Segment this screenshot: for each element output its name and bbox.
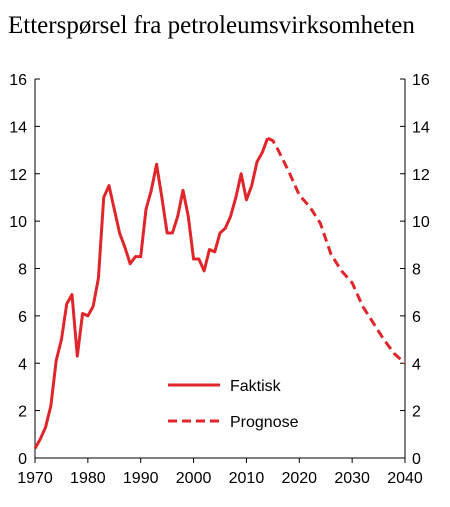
axes: 0 0 2 2 4 4 6 6 8 8 10 10 12 12 14 14 16 16 1970 1980 1990 20… <box>9 72 430 487</box>
y-tick-label-right: 0 <box>412 451 421 468</box>
y-tick-label-left: 12 <box>9 167 27 184</box>
y-tick-label-left: 0 <box>18 451 27 468</box>
x-tick-label: 1970 <box>17 470 53 487</box>
legend-label-faktisk: Faktisk <box>230 378 282 395</box>
x-tick-label: 2040 <box>387 470 423 487</box>
x-tick-label: 1990 <box>123 470 159 487</box>
y-tick-label-left: 4 <box>18 356 27 373</box>
y-tick-label-right: 2 <box>412 404 421 421</box>
x-tick-label: 2020 <box>281 470 317 487</box>
y-tick-label-right: 6 <box>412 309 421 326</box>
x-tick-label: 2030 <box>334 470 370 487</box>
series-line-prognose <box>266 136 407 365</box>
y-tick-label-right: 8 <box>412 262 421 279</box>
y-tick-label-left: 8 <box>18 262 27 279</box>
x-tick-label: 2000 <box>176 470 212 487</box>
chart-title: Etterspørsel fra petroleumsvirksomheten <box>8 12 415 39</box>
y-tick-label-right: 16 <box>412 72 430 89</box>
series-lines <box>33 136 407 450</box>
y-tick-label-left: 10 <box>9 214 27 231</box>
x-tick-label: 2010 <box>229 470 265 487</box>
y-tick-label-left: 14 <box>9 119 27 136</box>
y-tick-label-right: 12 <box>412 167 430 184</box>
y-tick-label-right: 14 <box>412 119 430 136</box>
y-tick-label-right: 4 <box>412 356 421 373</box>
legend-label-prognose: Prognose <box>230 414 299 431</box>
y-tick-label-left: 16 <box>9 72 27 89</box>
x-tick-label: 1980 <box>70 470 106 487</box>
y-tick-label-left: 2 <box>18 404 27 421</box>
y-tick-label-right: 10 <box>412 214 430 231</box>
legend: Faktisk Prognose <box>168 378 299 431</box>
y-tick-label-left: 6 <box>18 309 27 326</box>
series-line-faktisk <box>33 137 269 450</box>
